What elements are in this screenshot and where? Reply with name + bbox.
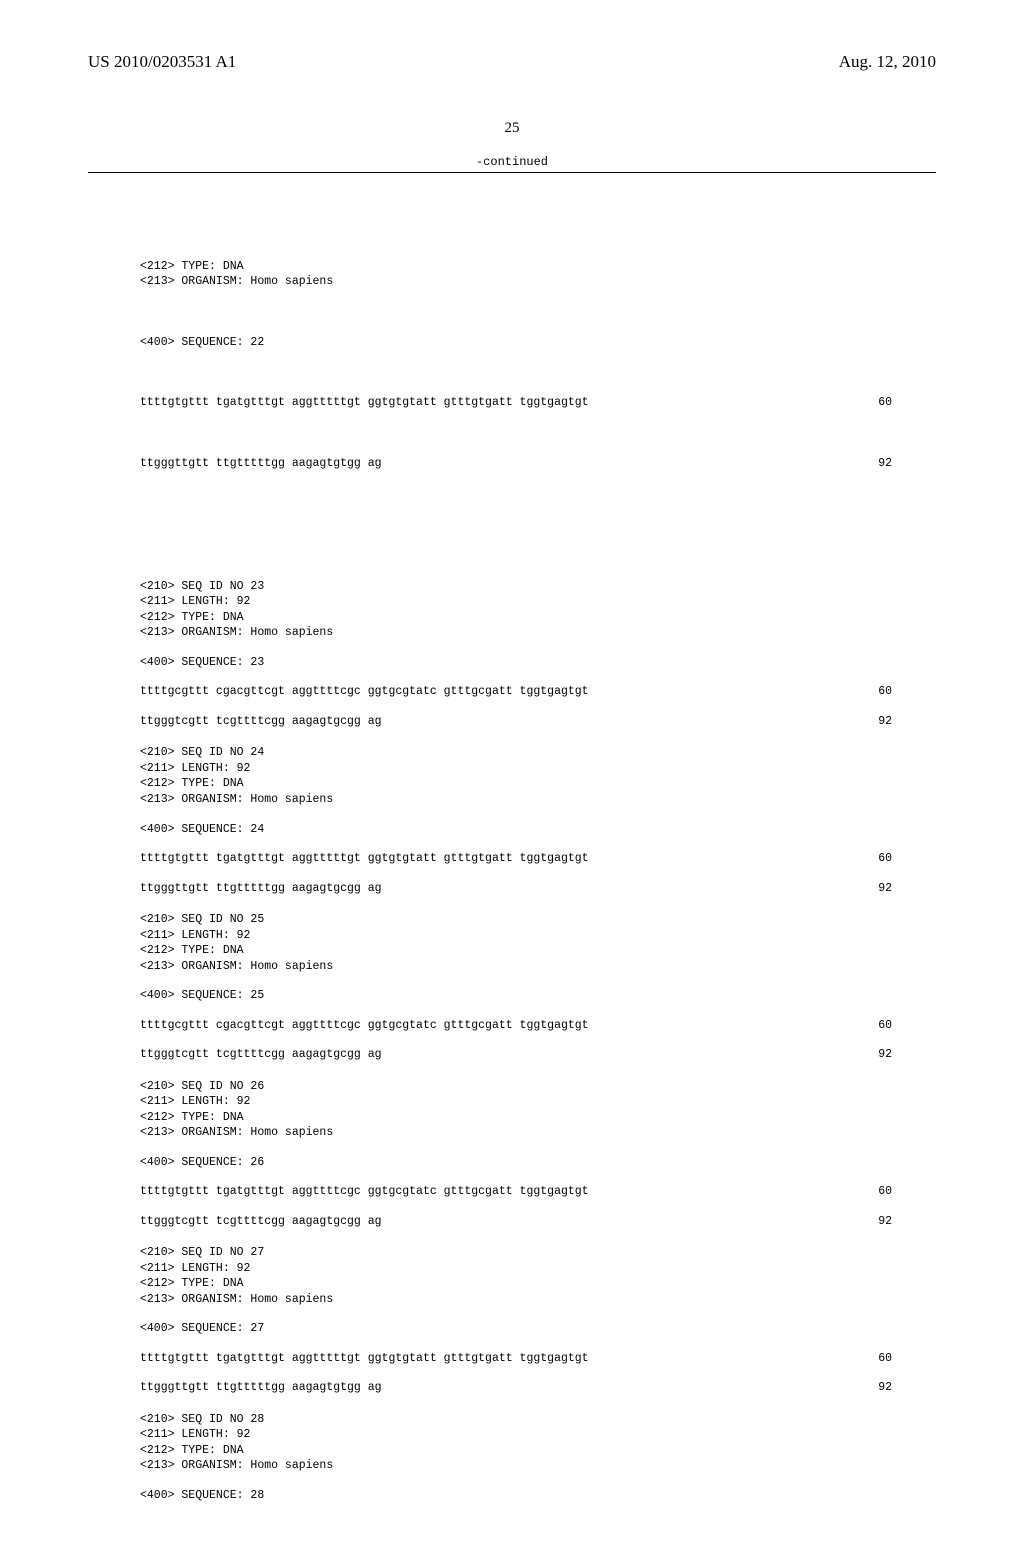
sequence-text: ttgggttgtt ttgtttttgg aagagtgtgg ag [140, 1380, 382, 1396]
sequence-line: ttttgtgttt tgatgtttgt aggtttttgt ggtgtgt… [140, 851, 936, 867]
sequence-header: <210> SEQ ID NO 27 <211> LENGTH: 92 <212… [140, 1245, 936, 1307]
sequence-position: 60 [878, 1018, 936, 1034]
seq-header-line: <213> ORGANISM: Homo sapiens [140, 275, 333, 288]
page-header: US 2010/0203531 A1 Aug. 12, 2010 [0, 0, 1024, 72]
sequence-header: <210> SEQ ID NO 28 <211> LENGTH: 92 <212… [140, 1412, 936, 1474]
sequence-position: 92 [878, 456, 936, 472]
sequence-line: ttgggttgtt ttgtttttgg aagagtgtgg ag 92 [140, 1380, 936, 1396]
sequence-block: <210> SEQ ID NO 28 <211> LENGTH: 92 <212… [140, 1412, 936, 1504]
sequence-line: ttgggtcgtt tcgttttcgg aagagtgcgg ag 92 [140, 1047, 936, 1063]
sequence-position: 60 [878, 395, 936, 411]
sequence-label: <400> SEQUENCE: 22 [140, 335, 936, 351]
sequence-line: ttttgcgttt cgacgttcgt aggttttcgc ggtgcgt… [140, 1018, 936, 1034]
sequence-header: <210> SEQ ID NO 25 <211> LENGTH: 92 <212… [140, 912, 936, 974]
sequence-label: <400> SEQUENCE: 27 [140, 1321, 936, 1337]
sequence-position: 92 [878, 714, 936, 730]
sequence-label: <400> SEQUENCE: 25 [140, 988, 936, 1004]
sequence-position: 60 [878, 1351, 936, 1367]
sequence-header: <210> SEQ ID NO 23 <211> LENGTH: 92 <212… [140, 579, 936, 641]
page-number: 25 [0, 120, 1024, 137]
sequence-text: ttttgcgttt cgacgttcgt aggttttcgc ggtgcgt… [140, 684, 589, 700]
publication-date: Aug. 12, 2010 [839, 52, 936, 72]
sequence-text: ttgggttgtt ttgtttttgg aagagtgtgg ag [140, 456, 382, 472]
sequence-label: <400> SEQUENCE: 24 [140, 822, 936, 838]
sequence-line: ttgggtcgtt tcgttttcgg aagagtgcgg ag 92 [140, 714, 936, 730]
sequence-text: ttgggtcgtt tcgttttcgg aagagtgcgg ag [140, 1214, 382, 1230]
sequence-block: <210> SEQ ID NO 26 <211> LENGTH: 92 <212… [140, 1079, 936, 1230]
sequence-position: 60 [878, 1184, 936, 1200]
sequence-block: <212> TYPE: DNA <213> ORGANISM: Homo sap… [140, 228, 936, 517]
sequence-block: <210> SEQ ID NO 24 <211> LENGTH: 92 <212… [140, 745, 936, 896]
sequence-text: ttttgtgttt tgatgtttgt aggtttttgt ggtgtgt… [140, 1351, 589, 1367]
sequence-line: ttttgtgttt tgatgtttgt aggttttcgc ggtgcgt… [140, 1184, 936, 1200]
sequence-line: ttttgcgttt cgacgttcgt aggttttcgc ggtgcgt… [140, 684, 936, 700]
sequence-position: 92 [878, 1214, 936, 1230]
sequence-line: ttgggtcgtt tcgttttcgg aagagtgcgg ag 92 [140, 1214, 936, 1230]
sequence-position: 60 [878, 684, 936, 700]
continued-label: -continued [0, 155, 1024, 169]
sequence-text: ttttgtgttt tgatgtttgt aggtttttgt ggtgtgt… [140, 395, 589, 411]
sequence-label: <400> SEQUENCE: 26 [140, 1155, 936, 1171]
sequence-text: ttgggttgtt ttgtttttgg aagagtgcgg ag [140, 881, 382, 897]
publication-number: US 2010/0203531 A1 [88, 52, 236, 72]
sequence-line: ttgggttgtt ttgtttttgg aagagtgcgg ag 92 [140, 881, 936, 897]
seq-header-line: <212> TYPE: DNA [140, 260, 244, 273]
sequence-line: ttttgtgttt tgatgtttgt aggtttttgt ggtgtgt… [140, 395, 936, 411]
sequence-position: 92 [878, 1047, 936, 1063]
sequence-line: ttttgtgttt tgatgtttgt aggtttttgt ggtgtgt… [140, 1351, 936, 1367]
sequence-text: ttgggtcgtt tcgttttcgg aagagtgcgg ag [140, 714, 382, 730]
sequence-label: <400> SEQUENCE: 23 [140, 655, 936, 671]
sequence-text: ttttgtgttt tgatgtttgt aggttttcgc ggtgcgt… [140, 1184, 589, 1200]
sequence-position: 92 [878, 1380, 936, 1396]
sequence-position: 60 [878, 851, 936, 867]
sequence-text: ttgggtcgtt tcgttttcgg aagagtgcgg ag [140, 1047, 382, 1063]
sequence-header: <210> SEQ ID NO 24 <211> LENGTH: 92 <212… [140, 745, 936, 807]
sequence-block: <210> SEQ ID NO 25 <211> LENGTH: 92 <212… [140, 912, 936, 1063]
sequence-line: ttgggttgtt ttgtttttgg aagagtgtgg ag 92 [140, 456, 936, 472]
sequence-position: 92 [878, 881, 936, 897]
sequence-header: <212> TYPE: DNA <213> ORGANISM: Homo sap… [140, 259, 936, 290]
sequence-listing: <212> TYPE: DNA <213> ORGANISM: Homo sap… [0, 173, 1024, 1550]
sequence-label: <400> SEQUENCE: 28 [140, 1488, 936, 1504]
sequence-block: <210> SEQ ID NO 23 <211> LENGTH: 92 <212… [140, 579, 936, 730]
sequence-header: <210> SEQ ID NO 26 <211> LENGTH: 92 <212… [140, 1079, 936, 1141]
sequence-text: ttttgtgttt tgatgtttgt aggtttttgt ggtgtgt… [140, 851, 589, 867]
sequence-block: <210> SEQ ID NO 27 <211> LENGTH: 92 <212… [140, 1245, 936, 1396]
sequence-text: ttttgcgttt cgacgttcgt aggttttcgc ggtgcgt… [140, 1018, 589, 1034]
